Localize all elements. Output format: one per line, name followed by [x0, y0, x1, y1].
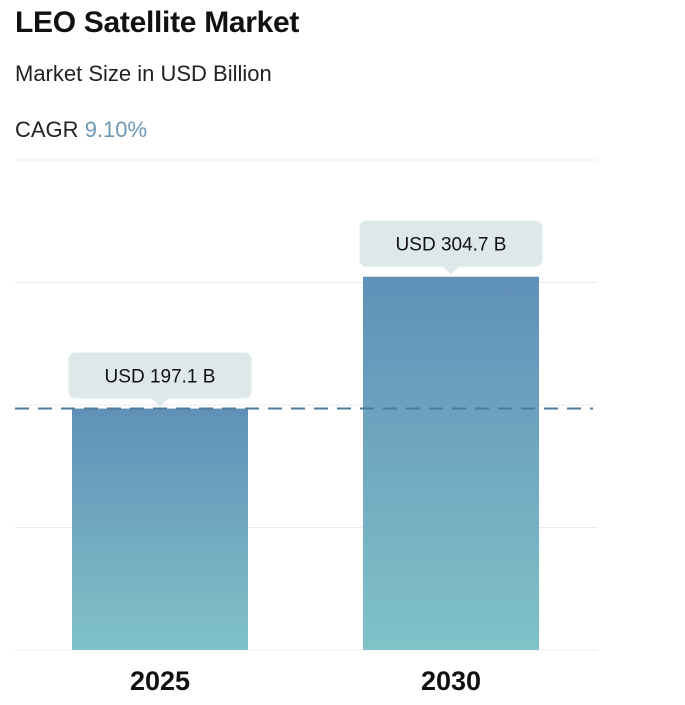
data-label-callout: USD 197.1 B — [68, 352, 252, 407]
x-tick-label: 2025 — [130, 666, 190, 696]
data-label-callout: USD 304.7 B — [359, 220, 543, 275]
chart-title: LEO Satellite Market — [15, 6, 300, 39]
bar-2030 — [363, 276, 539, 650]
cagr-line: CAGR 9.10% — [15, 117, 147, 143]
cagr-label: CAGR — [15, 117, 79, 142]
chart-subtitle: Market Size in USD Billion — [15, 61, 272, 86]
x-tick-label: 2030 — [421, 666, 481, 696]
bar-2025 — [72, 408, 248, 650]
data-label-text: USD 304.7 B — [396, 235, 507, 256]
data-label-text: USD 197.1 B — [105, 367, 216, 388]
cagr-value: 9.10% — [84, 117, 148, 142]
